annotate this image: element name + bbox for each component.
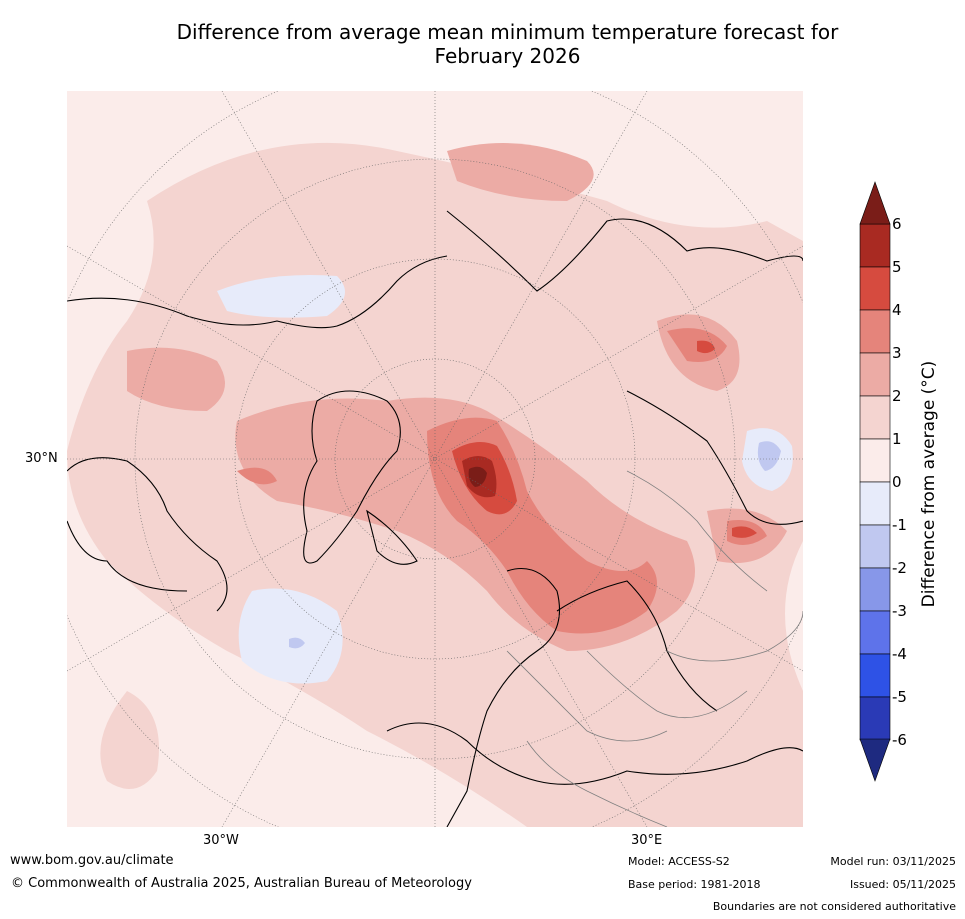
- colorbar-tick-label: -3: [892, 602, 907, 620]
- colorbar-segment: [859, 352, 891, 397]
- colorbar-segment: [859, 438, 891, 483]
- title-line-1: Difference from average mean minimum tem…: [176, 20, 839, 44]
- anomaly-zone-above-6: [468, 466, 487, 487]
- colorbar-extend-min: [859, 738, 891, 782]
- colorbar-tick-label: 0: [892, 473, 902, 491]
- footer-issued: Issued: 05/11/2025: [849, 878, 956, 891]
- colorbar-tick-label: -5: [892, 688, 907, 706]
- colorbar: [859, 181, 891, 782]
- colorbar-segment: [859, 696, 891, 741]
- colorbar-tick-label: 2: [892, 387, 902, 405]
- colorbar-segment: [859, 481, 891, 526]
- footer-disclaimer: Boundaries are not considered authoritat…: [712, 900, 956, 913]
- colorbar-tick-label: -6: [892, 731, 907, 749]
- colorbar-tick-label: 5: [892, 258, 902, 276]
- title-line-2: February 2026: [434, 44, 581, 68]
- colorbar-tick-label: -2: [892, 559, 907, 577]
- country-borders: [506, 470, 803, 827]
- footer-website[interactable]: www.bom.gov.au/climate: [10, 853, 174, 868]
- colorbar-tick-label: 6: [892, 215, 902, 233]
- colorbar-tick-label: 4: [892, 301, 902, 319]
- colorbar-tick-label: -4: [892, 645, 907, 663]
- colorbar-segment: [859, 567, 891, 612]
- anomaly-map: [67, 91, 803, 827]
- colorbar-tick-label: 1: [892, 430, 902, 448]
- colorbar-segment: [859, 395, 891, 440]
- colorbar-tick-label: 3: [892, 344, 902, 362]
- footer-base-period: Base period: 1981-2018: [628, 878, 761, 891]
- anomaly-zone-minus-1-to-minus-2: [289, 441, 781, 649]
- footer-copyright: © Commonwealth of Australia 2025, Austra…: [11, 876, 472, 891]
- colorbar-segment: [859, 524, 891, 569]
- colorbar-segment: [859, 610, 891, 655]
- longitude-label-30e: 30°E: [631, 833, 663, 848]
- colorbar-segment: [859, 223, 891, 268]
- graticule: [67, 91, 803, 827]
- colorbar-segment: [859, 653, 891, 698]
- colorbar-tick-label: -1: [892, 516, 907, 534]
- latitude-label-30n: 30°N: [25, 451, 58, 466]
- colorbar-segment: [859, 309, 891, 354]
- chart-title: Difference from average mean minimum tem…: [0, 20, 965, 68]
- colorbar-segment: [859, 266, 891, 311]
- footer-model-run: Model run: 03/11/2025: [830, 855, 956, 868]
- footer-model: Model: ACCESS-S2: [628, 855, 730, 868]
- colorbar-label: Difference from average (°C): [919, 360, 939, 608]
- colorbar-extend-max: [859, 181, 891, 225]
- colorbar-segments: [859, 223, 891, 741]
- coastlines: [67, 210, 803, 827]
- longitude-label-30w: 30°W: [203, 833, 239, 848]
